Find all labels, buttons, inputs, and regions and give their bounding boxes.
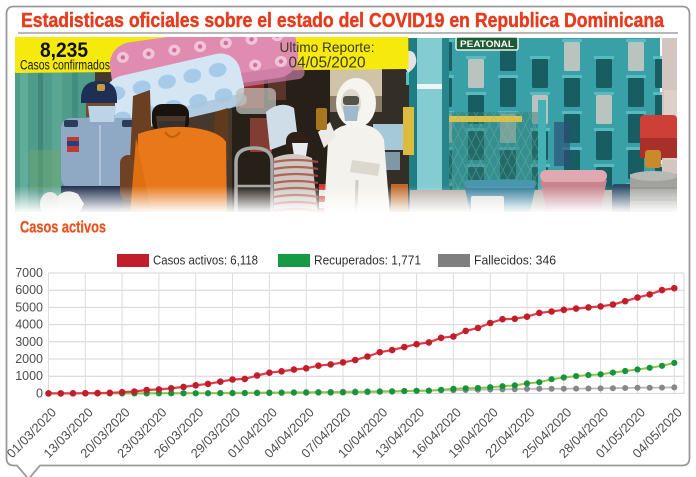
- svg-text:8,235: 8,235: [40, 38, 88, 62]
- svg-text:PEATONAL: PEATONAL: [460, 39, 515, 49]
- svg-text:2000: 2000: [15, 352, 43, 366]
- svg-text:Casos activos: 6,118: Casos activos: 6,118: [153, 254, 258, 268]
- svg-text:Fallecidos: 346: Fallecidos: 346: [474, 254, 556, 268]
- svg-text:1000: 1000: [15, 369, 43, 383]
- svg-text:Recuperados: 1,771: Recuperados: 1,771: [314, 254, 421, 268]
- svg-text:Casos activos: Casos activos: [20, 219, 106, 237]
- svg-text:Estadisticas oficiales sobre e: Estadisticas oficiales sobre el estado d…: [21, 9, 665, 32]
- svg-text:Ultimo Reporte:: Ultimo Reporte:: [280, 39, 375, 55]
- svg-text:Casos confirmados: Casos confirmados: [20, 58, 110, 73]
- svg-text:3000: 3000: [15, 335, 43, 349]
- svg-text:6000: 6000: [15, 283, 43, 297]
- svg-text:4000: 4000: [15, 318, 43, 332]
- svg-text:7000: 7000: [15, 266, 43, 280]
- svg-text:0: 0: [36, 386, 43, 400]
- svg-text:04/05/2020: 04/05/2020: [289, 55, 366, 72]
- svg-text:5000: 5000: [15, 300, 43, 314]
